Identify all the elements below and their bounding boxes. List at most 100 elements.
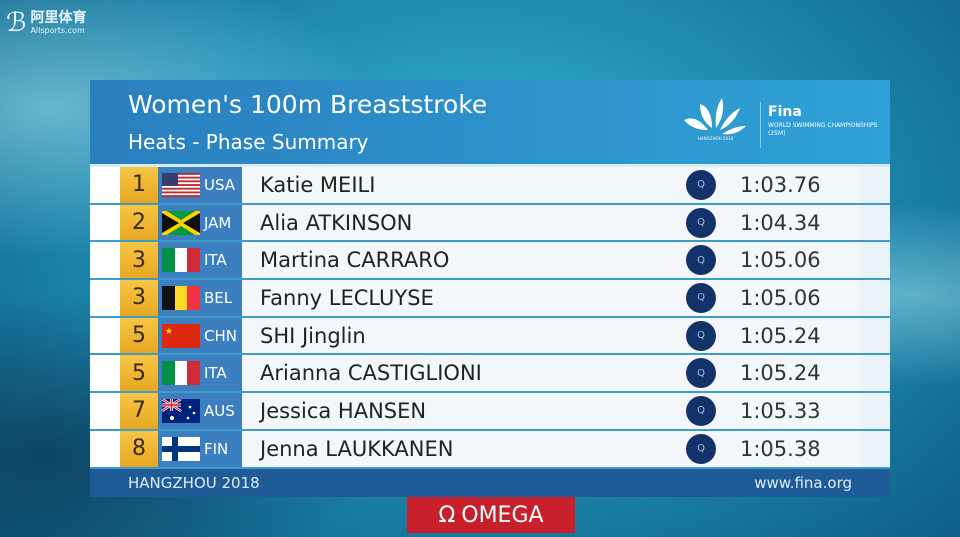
result-row: 1 USA Katie MEILI Q 1:03.76 bbox=[90, 167, 890, 205]
row-tail bbox=[860, 167, 890, 203]
result-row: 3 ITA Martina CARRARO Q 1:05.06 bbox=[90, 242, 890, 281]
nation-cell: FIN bbox=[158, 430, 242, 467]
allsports-logo-icon: ℬ bbox=[6, 8, 27, 38]
athlete-name: Katie MEILI bbox=[260, 172, 376, 197]
rank: 3 bbox=[120, 280, 158, 316]
nation-code: ITA bbox=[204, 364, 227, 383]
result-time: 1:05.06 bbox=[740, 248, 821, 273]
aus-flag-icon bbox=[162, 398, 200, 423]
athlete-name: Arianna CASTIGLIONI bbox=[260, 361, 482, 386]
rank: 5 bbox=[120, 317, 158, 354]
rank: 1 bbox=[120, 167, 158, 203]
row-tail bbox=[860, 355, 890, 392]
row-lead bbox=[90, 167, 120, 203]
results-footer: HANGZHOU 2018 www.fina.org bbox=[90, 468, 890, 497]
athlete-name: Jessica HANSEN bbox=[260, 398, 427, 423]
rank: 5 bbox=[120, 355, 158, 392]
ita-flag-icon bbox=[162, 248, 200, 273]
result-row: 7 AUS Jessica HANSEN Q 1:05.33 bbox=[90, 393, 890, 431]
row-lead bbox=[90, 280, 120, 316]
result-time: 1:05.24 bbox=[740, 361, 821, 386]
hangzhou-logo-icon bbox=[684, 98, 746, 135]
results-list: 1 USA Katie MEILI Q 1:03.76 2 JAM Alia A… bbox=[90, 164, 890, 469]
fina-logo: Fina bbox=[768, 104, 802, 120]
logo-divider bbox=[760, 102, 761, 148]
usa-flag-icon bbox=[162, 172, 200, 197]
nation-code: AUS bbox=[204, 401, 235, 420]
row-tail bbox=[860, 317, 890, 354]
row-lead bbox=[90, 430, 120, 467]
rank: 7 bbox=[120, 393, 158, 429]
nation-cell: ★ CHN bbox=[158, 317, 242, 354]
event-logo-text: HANGZHOU 2018 bbox=[698, 136, 734, 141]
qualified-badge: Q bbox=[686, 358, 716, 389]
chn-flag-icon: ★ bbox=[162, 323, 200, 348]
row-lead bbox=[90, 204, 120, 241]
result-row: 2 JAM Alia ATKINSON Q 1:04.34 bbox=[90, 204, 890, 243]
qualified-badge: Q bbox=[686, 207, 716, 238]
nation-code: FIN bbox=[204, 439, 229, 458]
fin-flag-icon bbox=[162, 436, 200, 461]
result-row: 3 BEL Fanny LECLUYSE Q 1:05.06 bbox=[90, 280, 890, 318]
jam-flag-icon bbox=[162, 210, 200, 235]
results-panel: Women's 100m Breaststroke Heats - Phase … bbox=[90, 80, 890, 497]
event-subtitle: Heats - Phase Summary bbox=[128, 130, 369, 154]
result-time: 1:05.38 bbox=[740, 436, 821, 461]
athlete-name: SHI Jinglin bbox=[260, 323, 366, 348]
nation-code: CHN bbox=[204, 326, 237, 345]
result-time: 1:04.34 bbox=[740, 210, 821, 235]
row-tail bbox=[860, 393, 890, 429]
nation-cell: USA bbox=[158, 167, 242, 203]
omega-icon: Ω bbox=[438, 502, 456, 528]
qualified-badge: Q bbox=[686, 245, 716, 276]
result-row: 5 ★ CHN SHI Jinglin Q 1:05.24 bbox=[90, 317, 890, 356]
result-time: 1:05.24 bbox=[740, 323, 821, 348]
result-row: 8 FIN Jenna LAUKKANEN Q 1:05.38 bbox=[90, 430, 890, 469]
qualified-badge: Q bbox=[686, 320, 716, 351]
qualified-badge: Q bbox=[686, 282, 716, 313]
qualified-badge: Q bbox=[686, 169, 716, 200]
bel-flag-icon bbox=[162, 285, 200, 310]
nation-cell: ITA bbox=[158, 355, 242, 392]
results-header: Women's 100m Breaststroke Heats - Phase … bbox=[90, 80, 890, 164]
event-title: Women's 100m Breaststroke bbox=[128, 90, 488, 119]
nation-cell: BEL bbox=[158, 280, 242, 316]
footer-location: HANGZHOU 2018 bbox=[128, 473, 260, 492]
rank: 3 bbox=[120, 242, 158, 279]
row-tail bbox=[860, 280, 890, 316]
athlete-name: Martina CARRARO bbox=[260, 248, 450, 273]
result-time: 1:05.06 bbox=[740, 285, 821, 310]
nation-code: USA bbox=[204, 175, 236, 194]
result-time: 1:03.76 bbox=[740, 172, 821, 197]
athlete-name: Jenna LAUKKANEN bbox=[260, 436, 454, 461]
row-tail bbox=[860, 242, 890, 279]
athlete-name: Fanny LECLUYSE bbox=[260, 285, 434, 310]
rank: 8 bbox=[120, 430, 158, 467]
row-lead bbox=[90, 242, 120, 279]
rank: 2 bbox=[120, 204, 158, 241]
nation-cell: ITA bbox=[158, 242, 242, 279]
sponsor-badge: Ω OMEGA bbox=[407, 497, 575, 533]
nation-cell: AUS bbox=[158, 393, 242, 429]
broadcaster-name: 阿里体育 bbox=[30, 9, 87, 26]
athlete-name: Alia ATKINSON bbox=[260, 210, 413, 235]
broadcaster-url: Allsports.com bbox=[30, 25, 85, 35]
result-row: 5 ITA Arianna CASTIGLIONI Q 1:05.24 bbox=[90, 355, 890, 394]
broadcaster-logo: ℬ 阿里体育 Allsports.com bbox=[6, 8, 86, 38]
nation-cell: JAM bbox=[158, 204, 242, 241]
nation-code: ITA bbox=[204, 251, 227, 270]
qualified-badge: Q bbox=[686, 395, 716, 426]
footer-url: www.fina.org bbox=[754, 473, 852, 492]
result-time: 1:05.33 bbox=[740, 398, 821, 423]
row-lead bbox=[90, 355, 120, 392]
row-lead bbox=[90, 317, 120, 354]
ita-flag-icon bbox=[162, 361, 200, 386]
row-lead bbox=[90, 393, 120, 429]
row-tail bbox=[860, 204, 890, 241]
nation-code: JAM bbox=[204, 213, 232, 232]
qualified-badge: Q bbox=[686, 433, 716, 464]
sponsor-name: OMEGA bbox=[461, 502, 544, 528]
svg-text:★: ★ bbox=[165, 327, 173, 337]
row-tail bbox=[860, 430, 890, 467]
fina-subtitle: WORLD SWIMMING CHAMPIONSHIPS (25M) bbox=[768, 122, 878, 137]
